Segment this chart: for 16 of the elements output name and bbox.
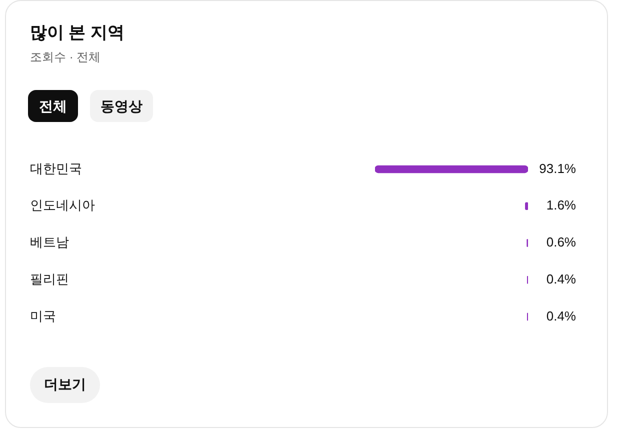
selected-tab: 전체 [28, 90, 78, 122]
data-label: 0.4% [546, 308, 576, 324]
data-label: 1.6% [546, 198, 576, 213]
y-tick-label: 인도네시아 [30, 198, 95, 213]
tab: 동영상 [90, 90, 153, 122]
bar [375, 165, 528, 174]
text: 많이 본 지역 [30, 22, 124, 44]
more-button: 더보기 [30, 367, 100, 403]
data-label: 0.6% [546, 234, 576, 250]
data-label: 93.1% [539, 160, 576, 176]
y-tick-label: 대한민국 [30, 160, 82, 176]
text: 조회수 · 전체 [30, 49, 101, 65]
y-tick-label: 미국 [30, 308, 56, 324]
data-label: 0.4% [546, 271, 576, 286]
y-tick-label: 필리핀 [30, 271, 69, 286]
y-tick-label: 베트남 [30, 234, 69, 250]
